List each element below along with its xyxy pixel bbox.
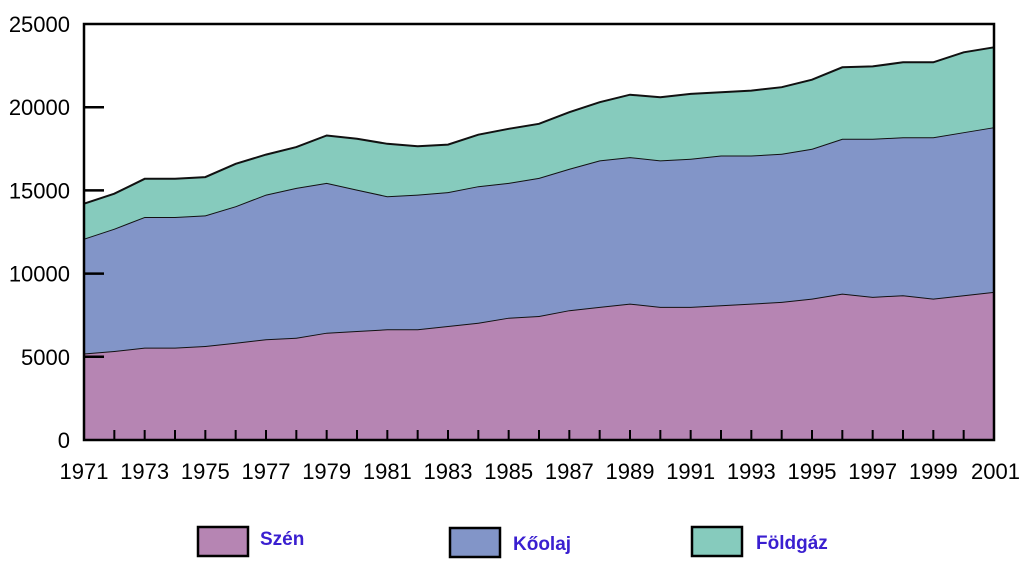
legend: Szén Kőolaj Földgáz: [196, 525, 828, 559]
area-layers: [83, 46, 995, 440]
series-line-2: [83, 46, 995, 205]
x-axis: 1971 1973 1975 1977 1979 1981 1983 1985 1987 1989…: [60, 430, 1020, 484]
x-tick-label: 1975: [181, 459, 230, 484]
legend-label-1: Kőolaj: [513, 534, 571, 555]
legend-swatch-2: [690, 525, 744, 558]
legend-swatch-1: [448, 526, 502, 559]
x-tick-label: 1983: [424, 459, 473, 484]
y-tick-label: 15000: [9, 178, 70, 203]
y-tick-label: 25000: [9, 12, 70, 37]
legend-swatch-0: [196, 525, 250, 558]
y-tick-label: 10000: [9, 262, 70, 287]
x-tick-label: 1977: [242, 459, 291, 484]
x-tick-label: 1995: [788, 459, 837, 484]
y-axis: 0 5000 10000 15000 20000 25000: [9, 12, 104, 453]
x-tick-label: 1993: [727, 459, 776, 484]
x-tick-label: 2001: [971, 459, 1020, 484]
x-tick-label: 1971: [60, 459, 109, 484]
x-tick-label: 1973: [120, 459, 169, 484]
x-tick-label: 1989: [606, 459, 655, 484]
area-series-0: [84, 291, 994, 440]
legend-label-0: Szén: [260, 529, 304, 550]
legend-label-2: Földgáz: [756, 533, 828, 554]
x-tick-label: 1991: [666, 459, 715, 484]
x-tick-label: 1997: [848, 459, 897, 484]
x-tick-label: 1987: [545, 459, 594, 484]
x-tick-label: 1979: [302, 459, 351, 484]
y-tick-label: 5000: [21, 345, 70, 370]
x-tick-label: 1999: [909, 459, 958, 484]
x-tick-label: 1981: [363, 459, 412, 484]
area-series-1: [84, 127, 994, 354]
area-series-2: [84, 47, 994, 239]
y-tick-label: 0: [58, 428, 70, 453]
x-tick-label: 1985: [484, 459, 533, 484]
y-tick-label: 20000: [9, 95, 70, 120]
